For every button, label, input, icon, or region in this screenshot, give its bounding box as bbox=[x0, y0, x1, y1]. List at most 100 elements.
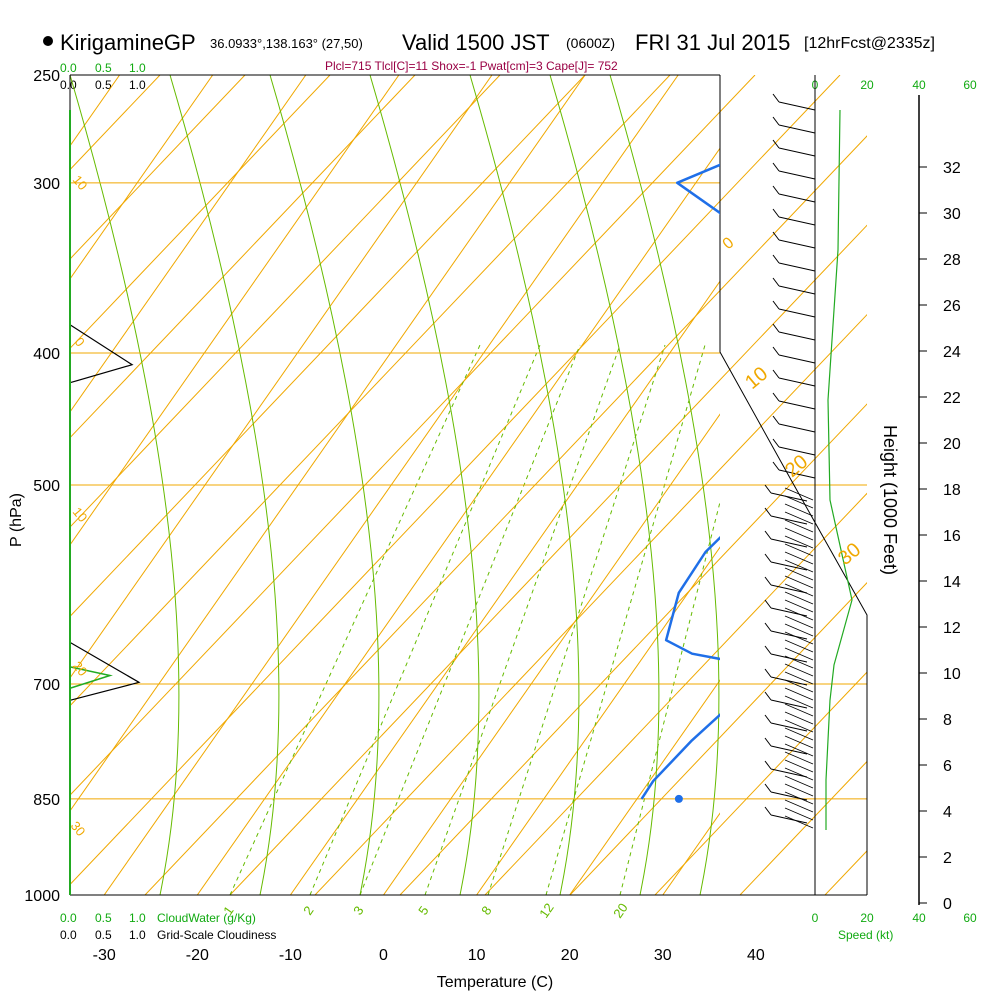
wind-barb bbox=[778, 239, 816, 249]
pressure-tick-label: 700 bbox=[33, 677, 60, 694]
wind-barb bbox=[784, 559, 814, 573]
isotherm-line bbox=[569, 679, 720, 895]
speed-tick: 60 bbox=[963, 911, 977, 925]
pressure-axis-title: P (hPa) bbox=[8, 493, 25, 547]
moist-adiabat-line bbox=[70, 75, 180, 895]
cloudiness-label: Grid-Scale Cloudiness bbox=[157, 928, 276, 942]
wind-barb-feather bbox=[772, 254, 780, 264]
wind-barb-feather bbox=[772, 231, 780, 241]
top-speed-scale: 0 20 40 60 bbox=[812, 78, 977, 92]
wind-barb bbox=[784, 727, 814, 741]
mixing-ratio-labels: 1 2 3 5 8 12 20 bbox=[220, 900, 631, 920]
cloudwater-bump bbox=[69, 666, 113, 689]
wind-barb-feather bbox=[764, 507, 772, 517]
wind-barb bbox=[770, 630, 808, 640]
isotherm-line bbox=[849, 75, 1000, 895]
moist-adiabat-line bbox=[169, 75, 280, 895]
cloudwater-tick: 1.0 bbox=[129, 911, 146, 925]
wind-barb bbox=[778, 377, 816, 387]
height-tick-label: 16 bbox=[943, 528, 961, 545]
valid-date: FRI 31 Jul 2015 bbox=[635, 30, 790, 55]
isotherm-label: 0 bbox=[720, 234, 738, 253]
wind-barb bbox=[770, 584, 808, 594]
temperature-tick-label: -30 bbox=[93, 947, 116, 964]
bottom-cloudiness-scale: 0.0 0.5 1.0 Grid-Scale Cloudiness bbox=[60, 928, 276, 942]
station-name: KirigamineGP bbox=[60, 30, 196, 55]
cloudwater-tick: 0.5 bbox=[95, 911, 112, 925]
wind-barb bbox=[778, 193, 816, 203]
height-tick-label: 18 bbox=[943, 482, 961, 499]
isotherm-label: 10 bbox=[741, 363, 772, 394]
wind-barb bbox=[784, 655, 814, 669]
cloudiness-tick: 0.0 bbox=[60, 78, 77, 92]
dry-adiabat-line bbox=[654, 671, 867, 895]
wind-barb-feather bbox=[764, 553, 772, 563]
dry-adiabat-line bbox=[70, 75, 331, 350]
wind-barb-feather bbox=[772, 116, 780, 126]
cloudiness-tick: 1.0 bbox=[129, 928, 146, 942]
wind-barb bbox=[784, 631, 814, 645]
cloudwater-label: CloudWater (g/Kg) bbox=[157, 911, 256, 925]
height-axis-title: Height (1000 Feet) bbox=[880, 425, 900, 575]
wind-barb bbox=[784, 751, 814, 765]
height-tick-label: 24 bbox=[943, 344, 961, 361]
wind-barb bbox=[784, 791, 814, 805]
wind-barb bbox=[784, 543, 814, 557]
wind-barb bbox=[778, 170, 816, 180]
adiabat-label: 10 bbox=[70, 504, 91, 525]
cloud-cover-layer bbox=[69, 324, 134, 384]
mixing-ratio-line bbox=[359, 344, 581, 895]
wind-barb bbox=[784, 783, 814, 797]
speed-tick: 20 bbox=[860, 911, 874, 925]
isotherm-line bbox=[70, 75, 214, 280]
wind-barb bbox=[784, 599, 814, 613]
moist-adiabat-line bbox=[549, 75, 660, 895]
height-tick-label: 12 bbox=[943, 620, 961, 637]
temperature-tick-label: 10 bbox=[468, 947, 486, 964]
dry-adiabat-line bbox=[484, 492, 867, 895]
moist-adiabat-lines bbox=[70, 75, 720, 895]
wind-barb bbox=[770, 768, 808, 778]
wind-barb bbox=[784, 815, 814, 829]
wind-barb bbox=[784, 535, 814, 549]
wind-barb-feather bbox=[764, 484, 772, 494]
cloudwater-tick: 0.0 bbox=[60, 911, 77, 925]
wind-barb bbox=[784, 511, 814, 525]
pressure-tick-label: 250 bbox=[33, 68, 60, 85]
wind-barb bbox=[784, 575, 814, 589]
wind-barb bbox=[778, 446, 816, 456]
height-tick-label: 26 bbox=[943, 298, 961, 315]
wind-barb-feather bbox=[764, 622, 772, 632]
wind-barb-feather bbox=[764, 760, 772, 770]
speed-tick: 60 bbox=[963, 78, 977, 92]
wind-barb bbox=[770, 538, 808, 548]
wind-barb bbox=[784, 735, 814, 749]
wind-barb-feather bbox=[772, 277, 780, 287]
wind-barb bbox=[784, 567, 814, 581]
wind-barb-feather bbox=[772, 346, 780, 356]
temperature-tick-label: 0 bbox=[379, 947, 388, 964]
wind-barb-feather bbox=[764, 737, 772, 747]
height-tick-label: 28 bbox=[943, 252, 961, 269]
wind-barb bbox=[770, 745, 808, 755]
wind-barb bbox=[784, 495, 814, 509]
height-tick-label: 8 bbox=[943, 712, 952, 729]
wind-barb bbox=[770, 676, 808, 686]
wind-barb bbox=[784, 775, 814, 789]
cloudwater-tick: 1.0 bbox=[129, 61, 146, 75]
wind-barb-feather bbox=[764, 530, 772, 540]
temperature-tick-label: 30 bbox=[654, 947, 672, 964]
height-tick-label: 2 bbox=[943, 850, 952, 867]
wind-barb bbox=[784, 487, 814, 501]
mixing-ratio-lines bbox=[229, 344, 720, 895]
dry-adiabat-line bbox=[70, 75, 416, 439]
top-cloudwater-scale: 0.0 0.5 1.0 bbox=[60, 61, 146, 75]
wind-barb bbox=[778, 262, 816, 272]
wind-barb-feather bbox=[772, 369, 780, 379]
adiabat-labels: 10 0 10 20 30 bbox=[68, 172, 91, 839]
cloudiness-tick: 1.0 bbox=[129, 78, 146, 92]
wind-barb bbox=[778, 469, 816, 479]
mixing-ratio-line bbox=[309, 344, 541, 895]
wind-barb bbox=[778, 216, 816, 226]
wind-barb-feather bbox=[764, 576, 772, 586]
